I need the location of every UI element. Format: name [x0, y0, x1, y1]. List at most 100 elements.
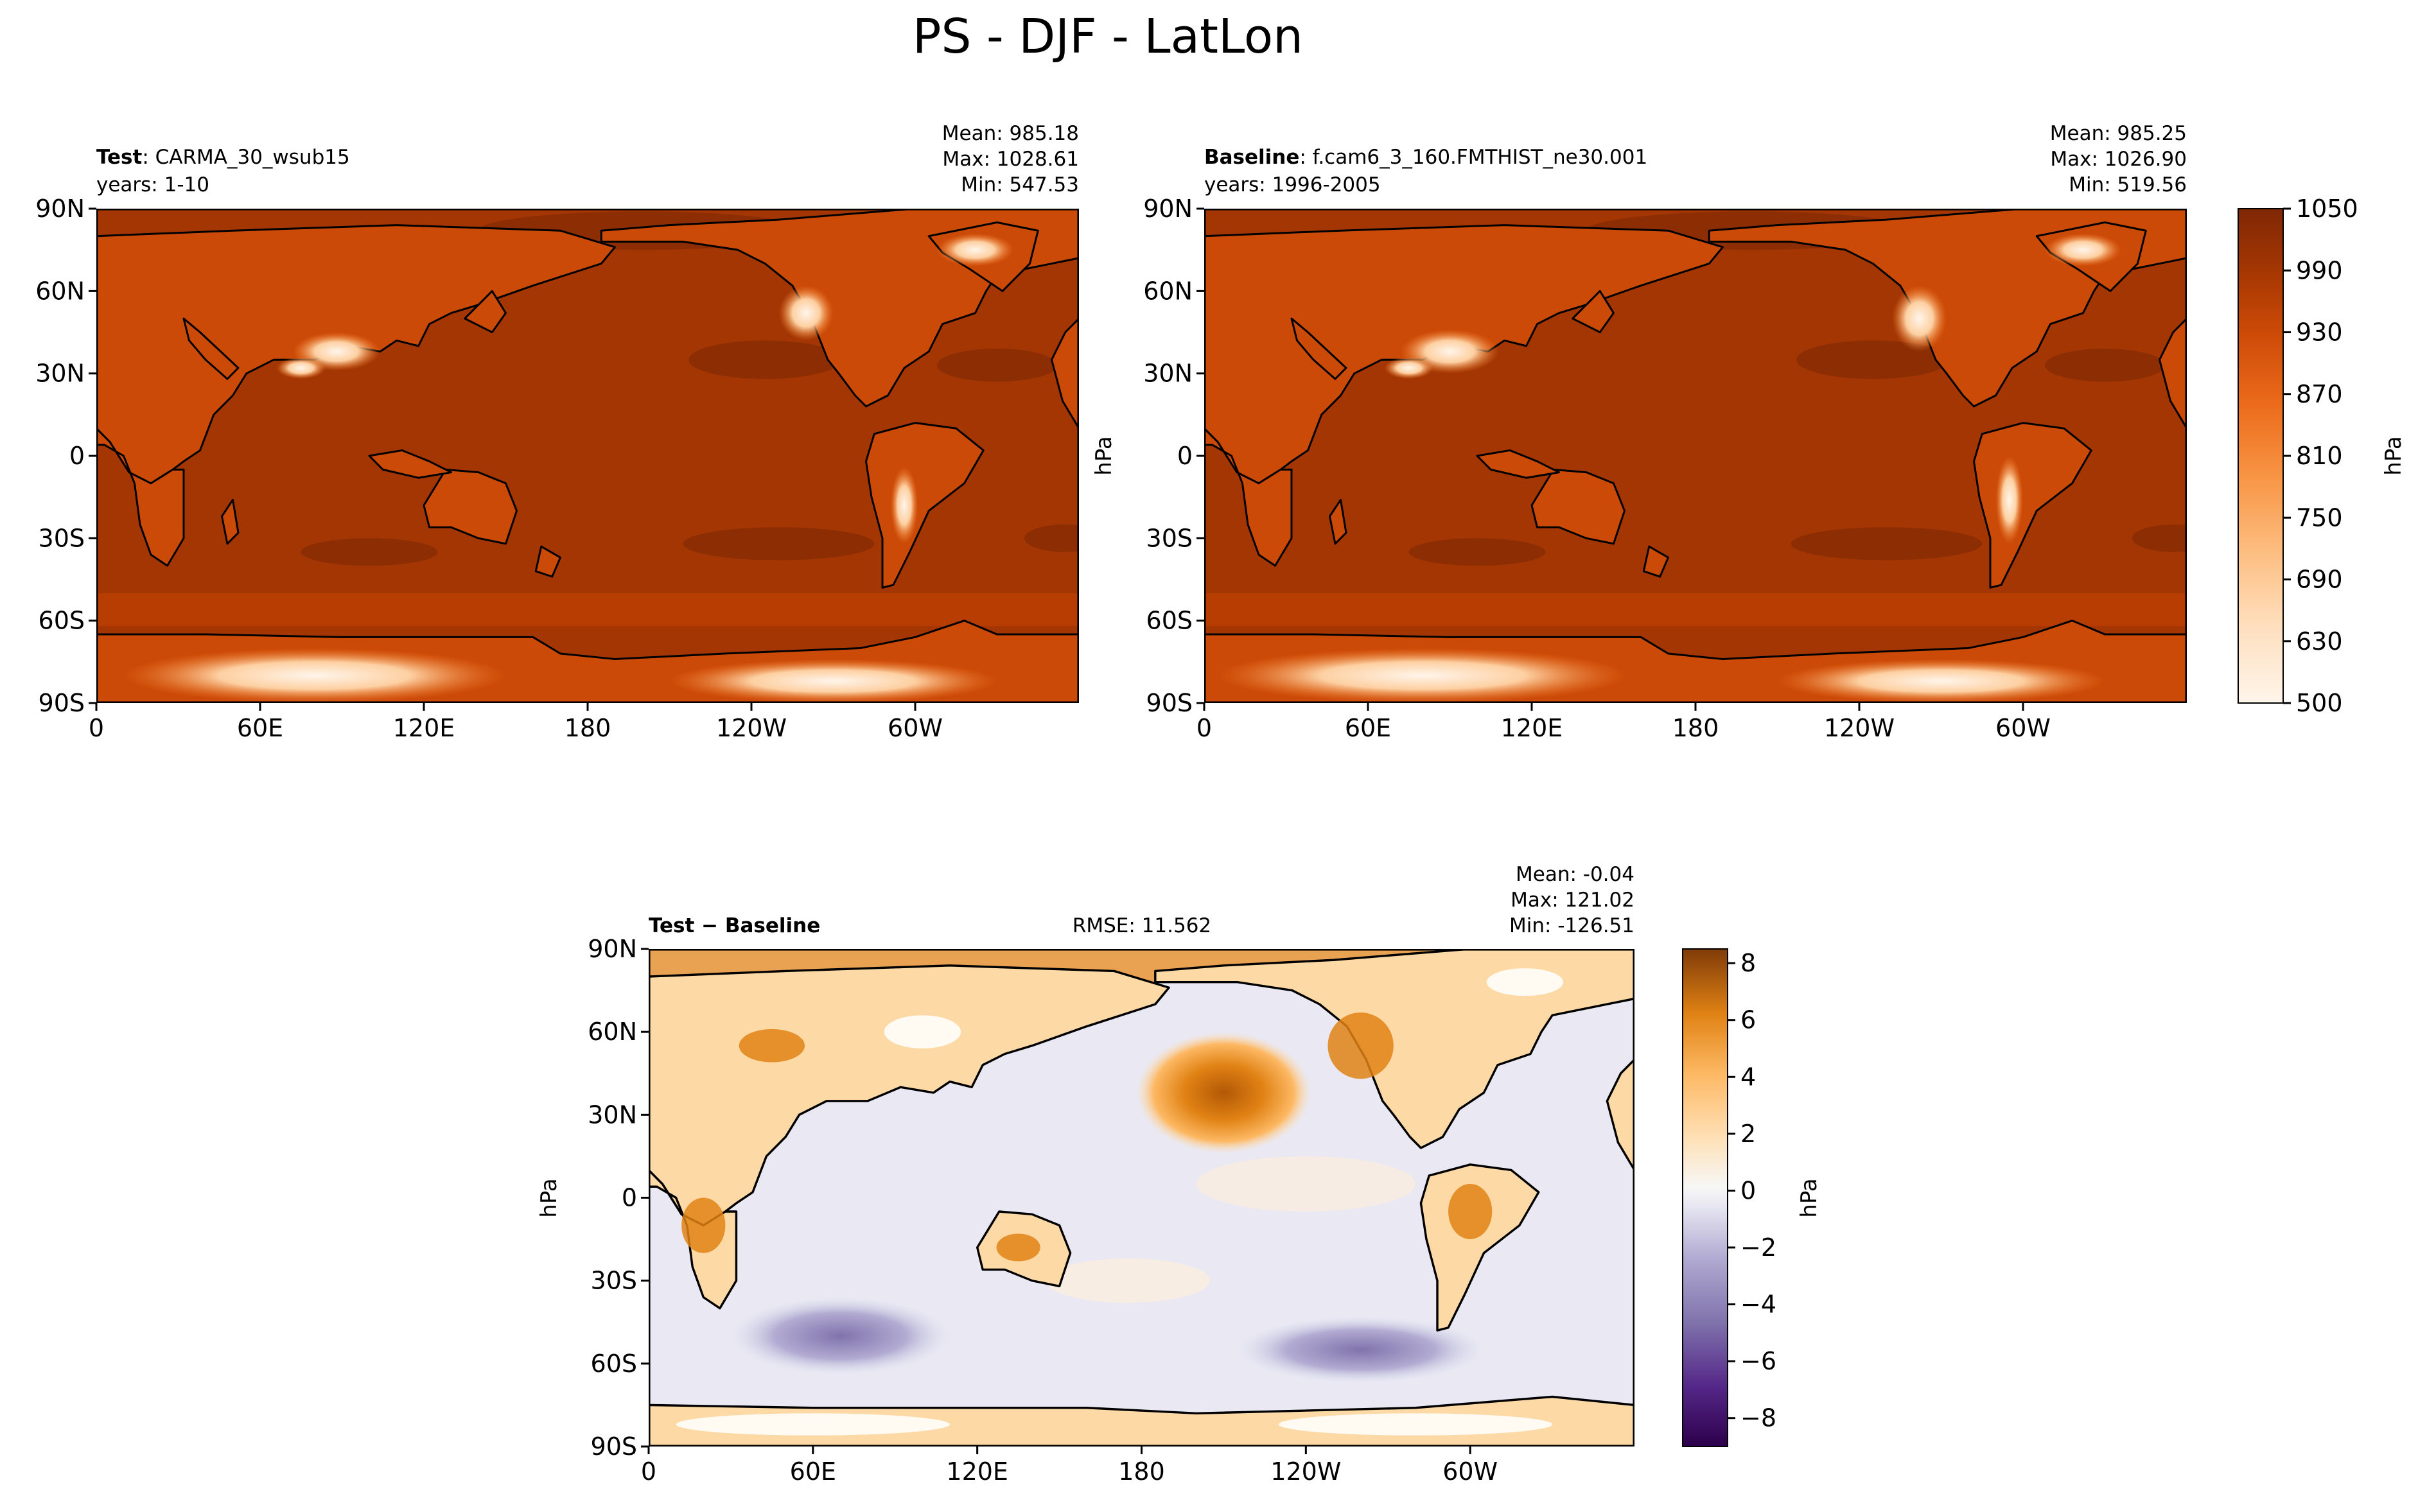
subtropical-high [937, 349, 1057, 382]
x-tick-label: 60W [1442, 1457, 1498, 1486]
colorbar-tick-label: 630 [2296, 627, 2343, 656]
panel-difference: Test − Baseline RMSE: 11.562 Mean: -0.04… [536, 863, 1634, 1486]
panel-baseline-title-bold: Baseline [1204, 146, 1299, 169]
x-tick-label: 120W [1270, 1457, 1341, 1486]
panel-baseline-y-ticks: 90N 60N 30N 0 30S 60S 90S [1143, 195, 1204, 717]
panel-baseline-x-ticks: 0 60E 120E 180 120W 60W [1196, 703, 2051, 742]
difference-land-anomalies [676, 968, 1564, 1436]
colorbar-tick-label: 8 [1740, 949, 1756, 977]
colorbar-tick-label: 690 [2296, 566, 2343, 594]
colorbar-tick-label: 6 [1740, 1006, 1756, 1034]
panel-baseline-mean: Mean: 985.25 [2050, 122, 2187, 145]
colorbar-tick-label: 500 [2296, 689, 2343, 717]
x-tick-label: 120W [1824, 714, 1895, 742]
y-tick-label: 90N [1143, 195, 1193, 223]
x-tick-label: 60E [237, 714, 283, 742]
y-tick-label: 30S [591, 1267, 637, 1295]
y-tick-label: 60S [39, 607, 85, 635]
panel-test: Test: CARMA_30_wsub15 years: 1-10 Mean: … [35, 122, 1079, 742]
x-tick-label: 0 [641, 1457, 656, 1486]
subtropical-high [1024, 524, 1079, 552]
x-tick-label: 120E [393, 714, 455, 742]
y-tick-label: 60N [35, 277, 85, 305]
x-tick-label: 180 [565, 714, 611, 742]
colorbar-tick-label: 4 [1740, 1063, 1756, 1091]
y-tick-label: 0 [622, 1184, 637, 1212]
x-tick-label: 180 [1118, 1457, 1165, 1486]
panel-baseline-title: Baseline: f.cam6_3_160.FMTHIST_ne30.001 [1204, 146, 1647, 169]
panel-baseline-max: Max: 1026.90 [2050, 148, 2187, 171]
panel-test-mean: Mean: 985.18 [942, 122, 1079, 145]
y-tick-label: 90S [39, 689, 85, 717]
panel-test-y-ticks: 90N 60N 30N 0 30S 60S 90S [35, 195, 96, 717]
x-tick-label: 60W [1995, 714, 2051, 742]
panel-difference-x-ticks: 0 60E 120E 180 120W 60W [641, 1447, 1498, 1486]
y-tick-label: 30N [35, 360, 85, 388]
panel-difference-rmse: RMSE: 11.562 [1073, 914, 1211, 937]
colorbar-tick-label: −2 [1740, 1233, 1776, 1262]
x-tick-label: 60E [1345, 714, 1391, 742]
panel-baseline-title-rest: : f.cam6_3_160.FMTHIST_ne30.001 [1299, 146, 1647, 169]
figure-title: PS - DJF - LatLon [913, 9, 1303, 64]
panel-test-min: Min: 547.53 [961, 173, 1079, 196]
colorbar-diverging-ticks: 8 6 4 2 0 −2 −4 −6 −8 [1728, 949, 1776, 1432]
panel-test-title: Test: CARMA_30_wsub15 [96, 146, 350, 169]
y-tick-label: 90N [588, 935, 637, 963]
x-tick-label: 0 [1196, 714, 1212, 742]
panel-difference-ylabel: hPa [536, 1178, 562, 1217]
panel-test-years: years: 1-10 [96, 173, 209, 196]
y-tick-label: 60S [591, 1350, 637, 1378]
panel-test-x-ticks: 0 60E 120E 180 120W 60W [89, 703, 943, 742]
panel-baseline-min: Min: 519.56 [2069, 173, 2187, 196]
x-tick-label: 180 [1672, 714, 1719, 742]
colorbar-sequential-bar [2238, 208, 2284, 704]
panel-test-title-bold: Test [96, 146, 143, 169]
panel-difference-y-ticks: 90N 60N 30N 0 30S 60S 90S [588, 935, 649, 1461]
x-tick-label: 60E [790, 1457, 836, 1486]
panel-difference-title: Test − Baseline [649, 914, 820, 937]
colorbar-tick-label: 930 [2296, 318, 2343, 347]
y-tick-label: 60N [1143, 277, 1193, 305]
y-tick-label: 0 [1177, 442, 1193, 470]
y-tick-label: 30N [1143, 360, 1193, 388]
panel-difference-mean: Mean: -0.04 [1516, 863, 1634, 886]
y-tick-label: 90S [1146, 689, 1193, 717]
colorbar-tick-label: −6 [1740, 1347, 1776, 1375]
x-tick-label: 60W [888, 714, 943, 742]
subtropical-high [683, 527, 875, 560]
panel-baseline-map [1204, 209, 2187, 703]
colorbar-tick-label: 990 [2296, 256, 2343, 284]
panel-baseline-years: years: 1996-2005 [1204, 173, 1381, 196]
subtropical-high [688, 340, 842, 379]
colorbar-sequential-label: hPa [2381, 436, 2406, 475]
colorbar-tick-label: 870 [2296, 380, 2343, 408]
colorbar-tick-label: 1050 [2296, 195, 2358, 223]
colorbar-tick-label: 2 [1740, 1120, 1756, 1148]
y-tick-label: 90N [35, 195, 85, 223]
y-tick-label: 0 [69, 442, 85, 470]
panel-baseline: Baseline: f.cam6_3_160.FMTHIST_ne30.001 … [1091, 122, 2187, 742]
panel-baseline-ylabel-left: hPa [1091, 436, 1117, 475]
colorbar-sequential: 1050 990 930 870 810 750 690 630 500 hPa [2238, 195, 2406, 717]
colorbar-tick-label: 810 [2296, 442, 2343, 470]
y-tick-label: 30S [39, 524, 85, 552]
panel-difference-map [649, 949, 1634, 1447]
colorbar-sequential-ticks: 1050 990 930 870 810 750 690 630 500 [2283, 195, 2358, 717]
y-tick-label: 90S [591, 1432, 637, 1461]
subtropical-high [301, 538, 438, 566]
x-tick-label: 120E [946, 1457, 1008, 1486]
panel-test-max: Max: 1028.61 [942, 148, 1079, 171]
colorbar-tick-label: −8 [1740, 1404, 1776, 1432]
colorbar-tick-label: −4 [1740, 1290, 1776, 1319]
colorbar-diverging-label: hPa [1796, 1178, 1822, 1217]
panel-difference-min: Min: -126.51 [1509, 914, 1634, 937]
y-tick-label: 60S [1146, 607, 1193, 635]
y-tick-label: 30S [1146, 524, 1193, 552]
x-tick-label: 0 [89, 714, 104, 742]
x-tick-label: 120W [716, 714, 787, 742]
colorbar-diverging: 8 6 4 2 0 −2 −4 −6 −8 hPa [1682, 948, 1822, 1447]
land-highs [123, 233, 1013, 703]
southern-ocean-low [96, 593, 1079, 627]
